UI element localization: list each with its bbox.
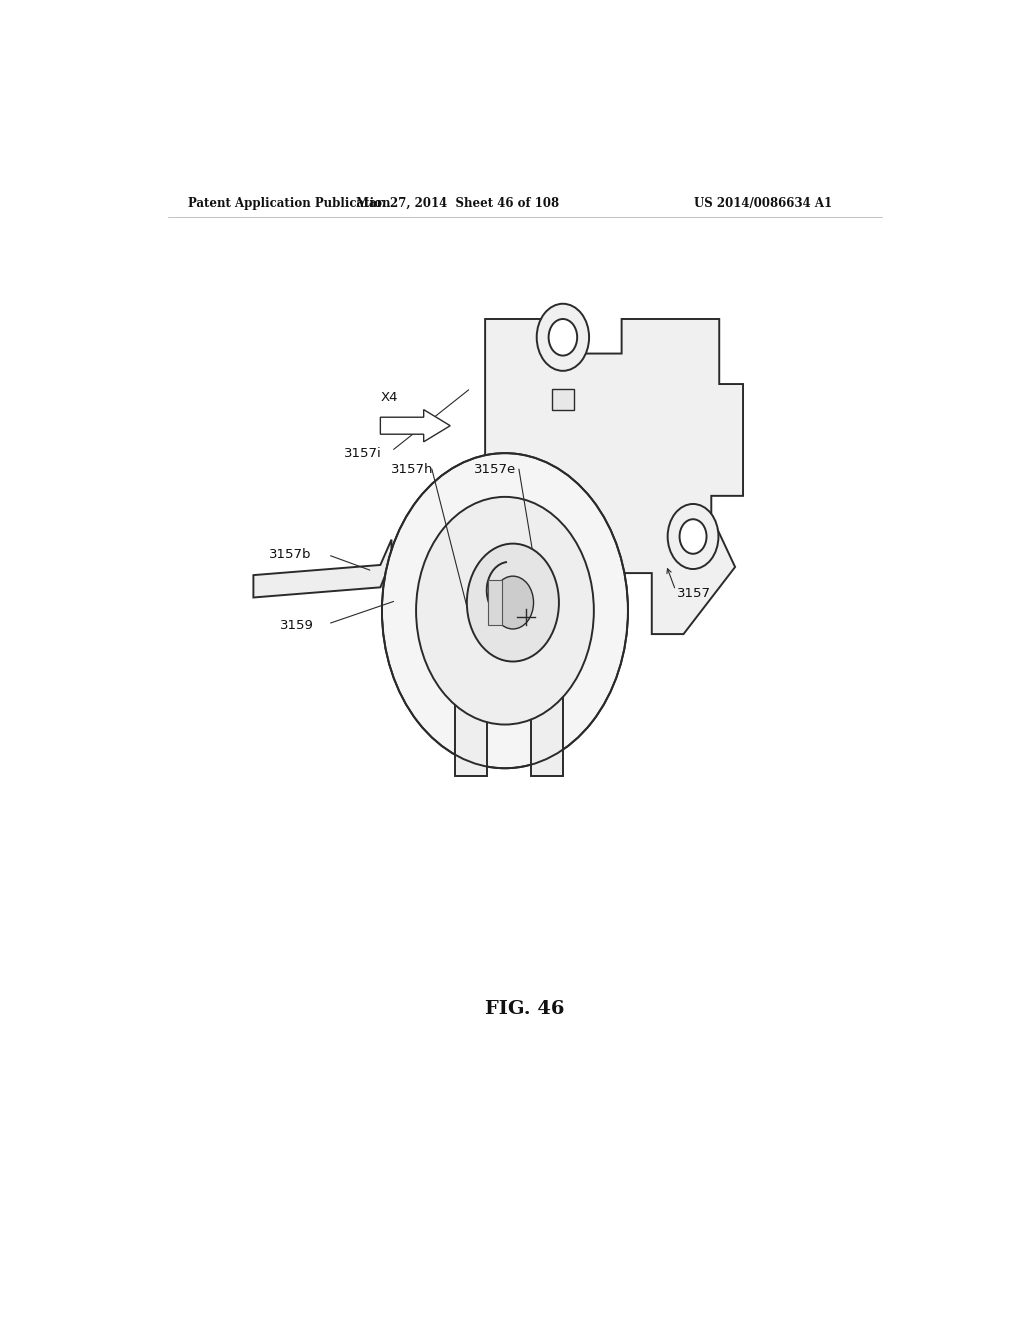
Text: FIG. 46: FIG. 46 <box>485 1001 564 1018</box>
Text: X4: X4 <box>380 391 398 404</box>
Circle shape <box>493 576 534 630</box>
Text: 3157b: 3157b <box>269 548 311 561</box>
Text: 3159: 3159 <box>281 619 314 632</box>
Circle shape <box>382 453 628 768</box>
Text: Mar. 27, 2014  Sheet 46 of 108: Mar. 27, 2014 Sheet 46 of 108 <box>355 197 559 210</box>
Polygon shape <box>253 540 391 598</box>
Text: 3157i: 3157i <box>344 446 382 459</box>
Text: Patent Application Publication: Patent Application Publication <box>187 197 390 210</box>
Circle shape <box>467 544 559 661</box>
Polygon shape <box>487 581 502 624</box>
Text: US 2014/0086634 A1: US 2014/0086634 A1 <box>694 197 831 210</box>
Polygon shape <box>531 607 563 776</box>
Circle shape <box>549 319 578 355</box>
Polygon shape <box>552 389 574 411</box>
Circle shape <box>537 304 589 371</box>
Text: 3157: 3157 <box>677 587 712 599</box>
Text: 3157e: 3157e <box>473 463 516 477</box>
Circle shape <box>680 519 707 554</box>
Polygon shape <box>455 607 486 776</box>
Polygon shape <box>485 319 743 634</box>
Text: 3157h: 3157h <box>391 463 433 477</box>
Circle shape <box>668 504 719 569</box>
Circle shape <box>416 496 594 725</box>
Polygon shape <box>380 409 451 442</box>
